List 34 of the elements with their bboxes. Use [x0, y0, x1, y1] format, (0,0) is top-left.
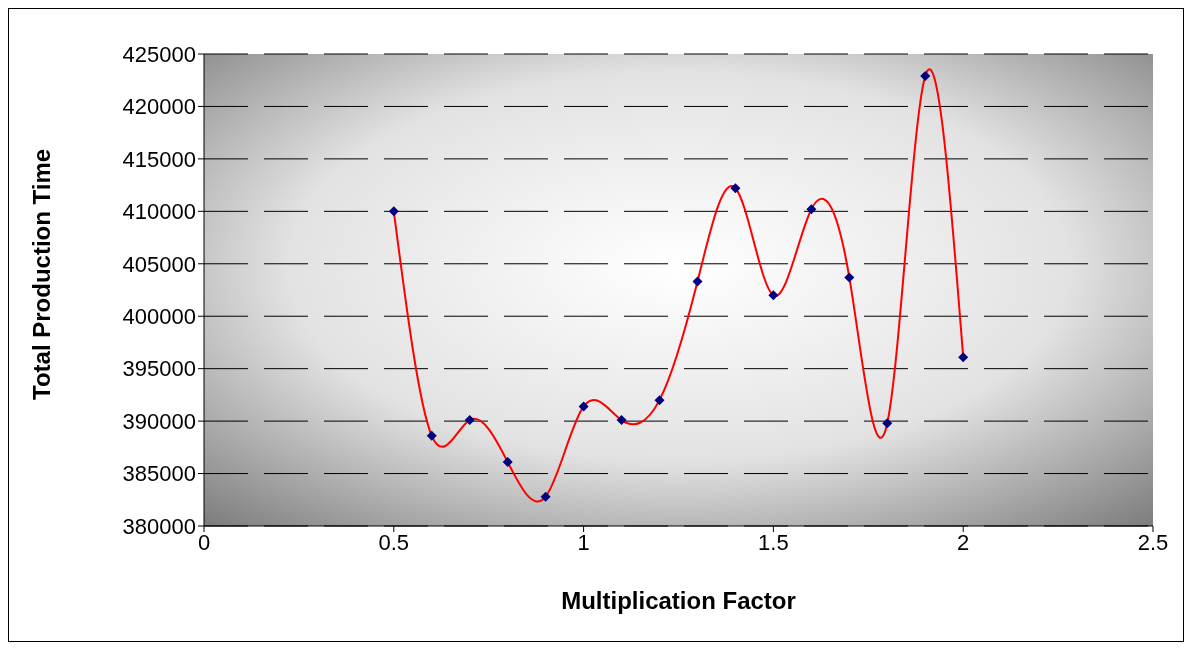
y-tick-label: 390000: [122, 408, 196, 434]
point: [806, 204, 817, 215]
y-tick-label: 415000: [122, 146, 196, 172]
point: [844, 272, 855, 283]
point: [578, 401, 589, 412]
y-tick-label: 395000: [122, 356, 196, 382]
point: [920, 71, 931, 82]
x-tick-label: 2: [957, 529, 970, 555]
point: [958, 352, 969, 363]
point: [502, 457, 513, 468]
y-tick-label: 410000: [122, 199, 196, 225]
point: [616, 415, 627, 426]
x-axis-title: Multiplication Factor: [561, 587, 796, 614]
x-tick-label: 2.5: [1137, 529, 1169, 555]
x-tick-label: 0.5: [378, 529, 410, 555]
point: [768, 290, 779, 301]
point: [426, 430, 437, 441]
y-tick-label: 425000: [122, 41, 196, 67]
y-axis-title: Total Production Time: [27, 148, 55, 400]
point: [388, 206, 399, 217]
point: [692, 276, 703, 287]
y-tick-label: 420000: [122, 94, 196, 120]
x-tick-label: 0: [197, 529, 211, 555]
point: [882, 418, 893, 429]
y-tick-label: 380000: [122, 513, 196, 539]
y-tick-label: 385000: [122, 461, 196, 487]
x-tick-label: 1.5: [758, 529, 789, 555]
point: [654, 395, 665, 406]
y-tick-label: 405000: [122, 251, 196, 277]
x-tick-label: 1: [577, 529, 590, 555]
point: [540, 491, 551, 502]
y-tick-label: 400000: [122, 304, 196, 330]
point: [730, 183, 741, 194]
point: [464, 415, 475, 426]
